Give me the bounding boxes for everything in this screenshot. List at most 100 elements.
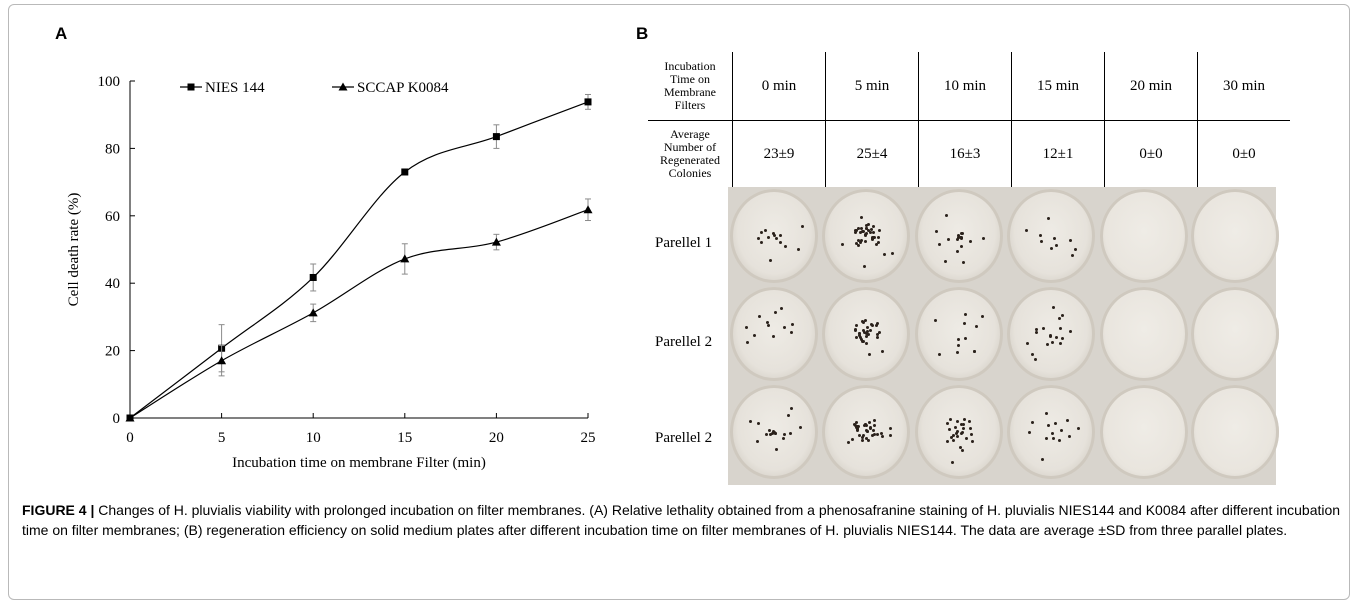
colony-dot [1045, 411, 1049, 415]
time-cell: 0 min [732, 52, 826, 121]
colony-dot [1061, 314, 1065, 318]
colony-dot [772, 234, 776, 238]
colony-dot [946, 237, 950, 241]
colony-dot [865, 334, 869, 338]
colony-dot [975, 325, 979, 329]
colony-dot [1061, 337, 1065, 341]
colony-dot [876, 332, 880, 336]
cell-death-chart: 0 20 40 60 80 100 0 5 10 15 20 25 Incubation time on… [66, 74, 596, 471]
colony-dot [862, 339, 866, 343]
colony-dot [891, 251, 895, 255]
petri-dish [1191, 287, 1279, 381]
petri-dish [915, 385, 1003, 479]
panel-b-label: B [636, 24, 649, 43]
colony-dot [772, 430, 776, 434]
colony-dot [864, 332, 868, 336]
colony-dot [872, 231, 876, 235]
colony-dot [1035, 328, 1039, 332]
colony-dot [1068, 239, 1072, 243]
colony-dot [800, 225, 804, 229]
colony-dot [779, 234, 783, 238]
x-axis-label: Incubation time on membrane Filter (min) [232, 455, 486, 471]
time-label-line: Incubation [664, 59, 716, 73]
colony-dot [860, 337, 864, 341]
colony-dot [752, 334, 756, 338]
colony-dot [956, 250, 960, 254]
colony-dot [745, 325, 749, 329]
colony-dot [763, 229, 767, 233]
time-cell: 5 min [825, 52, 919, 121]
x-tick-label: 20 [489, 430, 504, 446]
colony-dot [956, 351, 960, 355]
colony-dot [768, 258, 772, 262]
colony-dot [956, 237, 960, 241]
colony-dot [971, 440, 975, 444]
figure-caption: FIGURE 4 | Changes of H. pluvialis viabi… [22, 500, 1342, 540]
colony-dot [870, 323, 874, 327]
colony-dot [872, 236, 876, 240]
y-tick-label: 20 [105, 344, 120, 360]
colony-dot [865, 227, 869, 231]
colony-dot [847, 441, 851, 445]
x-tick-label: 0 [126, 430, 134, 446]
colony-dot [749, 420, 753, 424]
colony-dot [799, 425, 803, 429]
colony-dot [949, 418, 953, 422]
colony-dot [783, 433, 787, 437]
colonies-cell: 23±9 [732, 120, 826, 187]
series-line [129, 209, 589, 419]
colony-dot [959, 236, 962, 240]
series-line [129, 101, 589, 419]
legend-label: SCCAP K0084 [357, 80, 449, 96]
colony-dot [859, 241, 863, 245]
colony-dot [854, 336, 858, 340]
colony-dot [889, 426, 893, 430]
colony-dot [863, 424, 867, 428]
colony-dot [790, 331, 794, 335]
colony-dot [858, 434, 862, 438]
legend-marker [338, 82, 348, 91]
colony-dot [858, 230, 862, 234]
petri-dish [1007, 189, 1095, 283]
colony-dot [769, 433, 773, 437]
colony-dot [881, 349, 885, 353]
colony-dot [850, 437, 854, 441]
petri-dish [730, 287, 818, 381]
colony-dot [861, 435, 865, 439]
colony-dot [767, 324, 771, 328]
colony-dot [868, 427, 872, 431]
colony-dot [855, 425, 859, 429]
colony-dot [788, 432, 792, 435]
colony-dot [1054, 336, 1058, 340]
data-point [584, 98, 592, 106]
petri-dish [1191, 189, 1279, 283]
colony-dot [964, 337, 968, 341]
colony-dot [797, 248, 801, 252]
colony-dot [1047, 217, 1051, 221]
y-tick-label: 60 [105, 209, 120, 225]
colony-dot [957, 344, 961, 348]
x-tick-label: 10 [306, 430, 321, 446]
petri-dish [1007, 385, 1095, 479]
colony-dot [946, 422, 950, 426]
colony-dot [865, 325, 869, 329]
legend-marker [187, 83, 195, 91]
colony-dot [1051, 341, 1055, 345]
colony-dot [876, 322, 880, 326]
colony-dot [1077, 426, 1081, 430]
colony-dot [946, 439, 950, 443]
colony-dot [875, 243, 879, 247]
petri-dish [730, 385, 818, 479]
colony-dot [857, 243, 861, 247]
colony-dot [963, 418, 966, 422]
petri-dish [915, 287, 1003, 381]
colony-dot [862, 264, 866, 268]
colony-dot [855, 242, 859, 246]
colony-dot [866, 429, 870, 433]
colony-dot [1070, 254, 1074, 258]
colony-dot [868, 421, 872, 425]
colony-dot [864, 231, 868, 235]
colonies-row-label: Average Number of Regenerated Colonies [648, 120, 733, 187]
colony-dot [1028, 431, 1032, 435]
colony-dot [934, 318, 938, 322]
